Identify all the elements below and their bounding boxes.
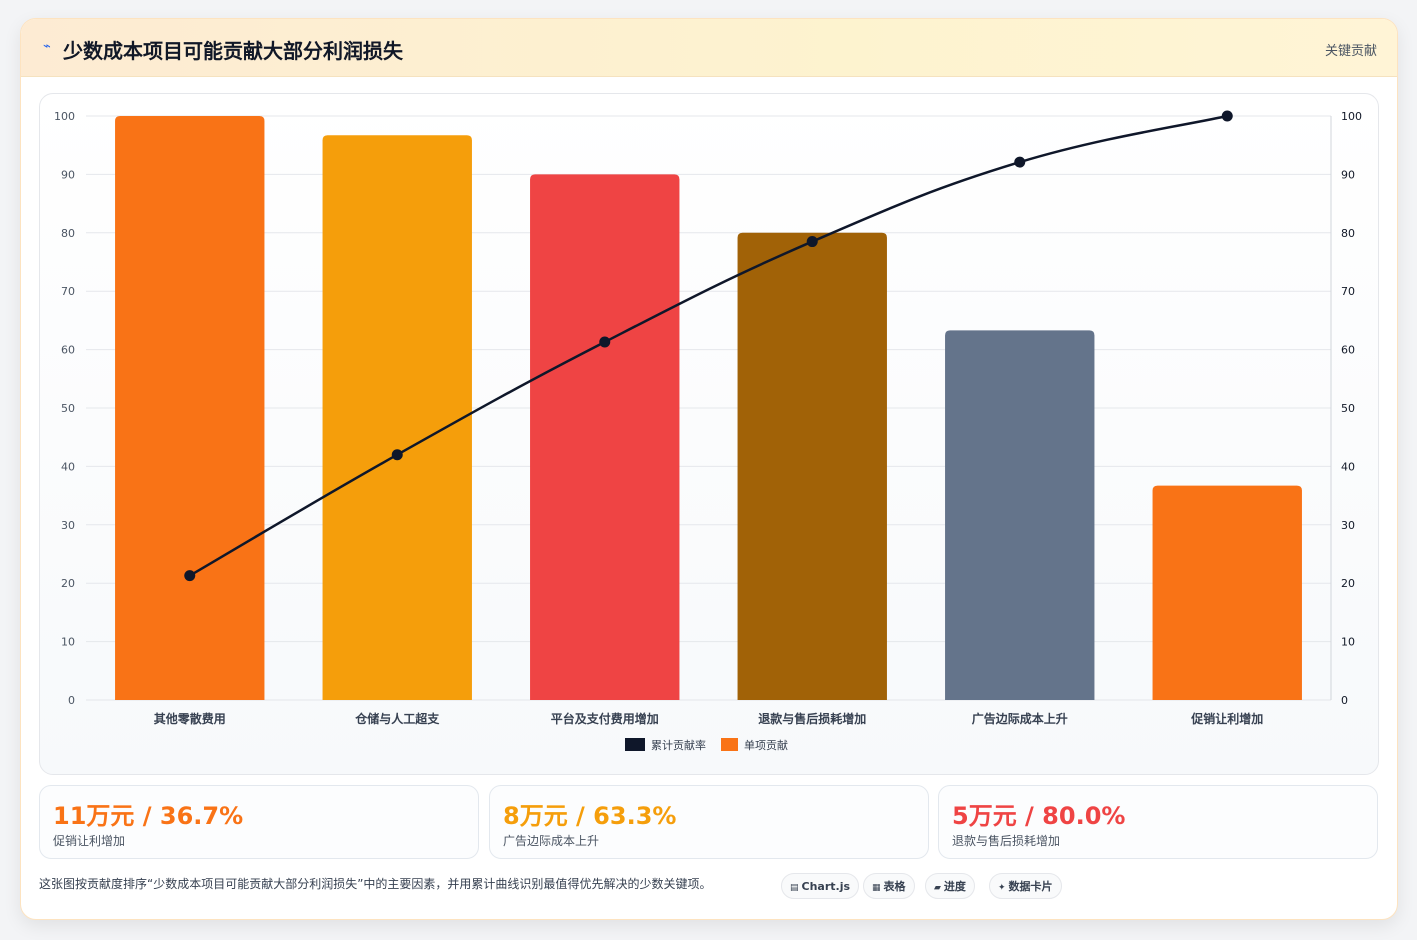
- table-icon: ▦: [872, 883, 881, 893]
- progress-icon: ▰: [934, 883, 941, 893]
- y-tick-label-right: 70: [1341, 285, 1355, 298]
- y-tick-label-right: 0: [1341, 694, 1348, 707]
- y-tick-label-left: 50: [61, 402, 75, 415]
- kpi-value: 8万元 / 63.3%: [503, 802, 677, 830]
- bar-5: [945, 330, 1095, 700]
- y-tick-label-right: 100: [1341, 110, 1362, 123]
- bar-4: [737, 232, 887, 701]
- y-tick-label-left: 80: [61, 227, 75, 240]
- y-tick-label-right: 90: [1341, 168, 1355, 181]
- chart-icon: ▤: [790, 883, 799, 893]
- key-contribution-badge: 关键贡献: [1324, 44, 1377, 59]
- kpi-label: 广告边际成本上升: [503, 834, 600, 848]
- kpi-label: 促销让利增加: [53, 834, 126, 848]
- kpi-card-1: 11万元 / 36.7% 促销让利增加: [39, 785, 479, 859]
- y-tick-label-right: 60: [1341, 344, 1355, 357]
- pareto-chart: 0 0 10 10 20 20 30 30 40 40 50 50 60 60 70 70 80 80 90 90 10…: [54, 110, 1362, 752]
- chip-table[interactable]: ▦ 表格: [863, 873, 915, 899]
- cumulative-line: [189, 114, 1228, 577]
- chip-label: 数据卡片: [1008, 880, 1053, 893]
- x-tick-label: 广告边际成本上升: [972, 711, 1068, 726]
- chip-chartjs[interactable]: ▤ Chart.js: [781, 873, 860, 899]
- cumulative-point-5: [1014, 156, 1026, 168]
- chip-label: 表格: [883, 880, 906, 893]
- y-tick-label-right: 30: [1341, 519, 1355, 532]
- kpi-value: 11万元 / 36.7%: [53, 802, 244, 830]
- x-tick-label: 退款与售后损耗增加: [758, 711, 866, 726]
- card-header: ⌁ 少数成本项目可能贡献大部分利润损失 关键贡献: [21, 19, 1397, 77]
- x-tick-label: 其他零散费用: [154, 711, 226, 726]
- cumulative-point-4: [806, 236, 818, 248]
- y-tick-label-left: 40: [61, 460, 75, 473]
- bar-6: [1152, 485, 1302, 700]
- y-tick-label-right: 10: [1341, 636, 1355, 649]
- kpi-label: 退款与售后损耗增加: [952, 834, 1061, 848]
- y-tick-label-left: 10: [61, 636, 75, 649]
- legend-label-cumulative: 累计贡献率: [651, 738, 706, 752]
- legend-swatch-bar: [721, 738, 738, 751]
- y-tick-label-left: 60: [61, 344, 75, 357]
- kpi-card-3: 5万元 / 80.0% 退款与售后损耗增加: [938, 785, 1378, 859]
- y-tick-label-right: 40: [1341, 460, 1355, 473]
- pareto-chart-panel: 0 0 10 10 20 20 30 30 40 40 50 50 60 60 70 70 80 80 90 90 10…: [39, 93, 1379, 775]
- sparkle-icon: ✦: [998, 883, 1006, 893]
- y-tick-label-left: 0: [68, 694, 75, 707]
- y-tick-label-left: 30: [61, 519, 75, 532]
- kpi-value: 5万元 / 80.0%: [952, 802, 1126, 830]
- cumulative-point-2: [391, 449, 403, 461]
- y-tick-label-left: 100: [54, 110, 75, 123]
- legend-swatch-cumulative: [625, 738, 645, 751]
- legend-label-bar: 单项贡献: [744, 738, 788, 752]
- chart-description: 这张图按贡献度排序“少数成本项目可能贡献大部分利润损失”中的主要因素，并用累计曲…: [39, 877, 712, 891]
- bolt-icon: ⌁: [43, 39, 51, 54]
- y-tick-label-left: 90: [61, 168, 75, 181]
- bar-3: [530, 174, 680, 700]
- y-tick-label-right: 20: [1341, 577, 1355, 590]
- chip-progress[interactable]: ▰ 进度: [925, 873, 975, 899]
- kpi-card-2: 8万元 / 63.3% 广告边际成本上升: [489, 785, 929, 859]
- bar-1: [115, 116, 265, 700]
- y-tick-label-left: 20: [61, 577, 75, 590]
- x-tick-label: 平台及支付费用增加: [551, 711, 659, 726]
- chip-label: 进度: [943, 880, 966, 893]
- chip-label: Chart.js: [801, 880, 851, 893]
- x-tick-label: 促销让利增加: [1190, 711, 1263, 726]
- report-card: ⌁ 少数成本项目可能贡献大部分利润损失 关键贡献 0 0 10 10 20 20 30 30 4…: [20, 18, 1398, 920]
- y-tick-label-right: 80: [1341, 227, 1355, 240]
- chip-data-card[interactable]: ✦ 数据卡片: [989, 873, 1062, 899]
- y-tick-label-left: 70: [61, 285, 75, 298]
- x-tick-label: 仓储与人工超支: [354, 711, 440, 726]
- page-title: 少数成本项目可能贡献大部分利润损失: [63, 39, 403, 63]
- cumulative-point-1: [184, 570, 196, 582]
- cumulative-point-6: [1221, 110, 1233, 122]
- bar-2: [322, 135, 472, 701]
- cumulative-point-3: [599, 336, 611, 348]
- y-tick-label-right: 50: [1341, 402, 1355, 415]
